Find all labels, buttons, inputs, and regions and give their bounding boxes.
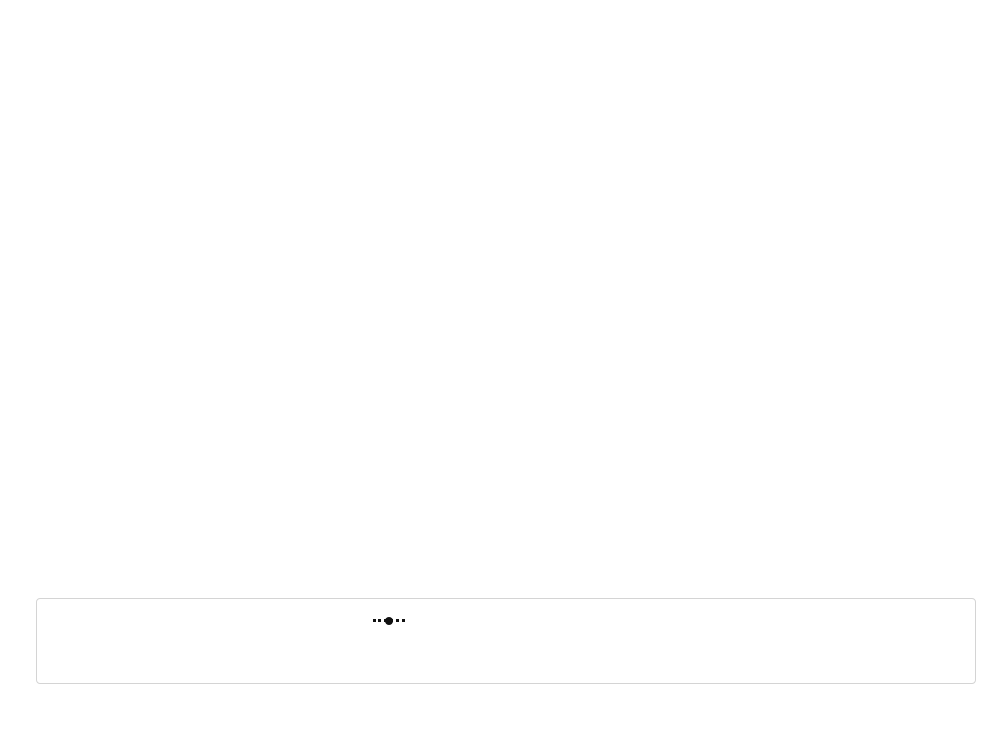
galileo-observations-plot	[0, 0, 1008, 592]
log-ele-marker-icon	[373, 615, 405, 627]
legend-item-obs-ele	[215, 608, 254, 634]
legend-item-rinex2	[535, 608, 554, 634]
rinex3-marker-icon	[695, 616, 705, 626]
legend	[36, 598, 976, 684]
legend-item-rinex4	[857, 608, 876, 634]
legend-item-rinex3	[695, 608, 714, 634]
legend-item-gal-2plusf	[49, 645, 68, 671]
legend-item-gal-1f	[49, 608, 68, 634]
legend-item-log-ele	[373, 608, 414, 634]
obs-ele-marker-icon	[215, 615, 245, 627]
rinex4-marker-icon	[857, 616, 867, 626]
gal-1f-marker-icon	[49, 616, 59, 626]
rinex2-marker-icon	[535, 616, 545, 626]
gal-2plusf-marker-icon	[49, 653, 59, 663]
